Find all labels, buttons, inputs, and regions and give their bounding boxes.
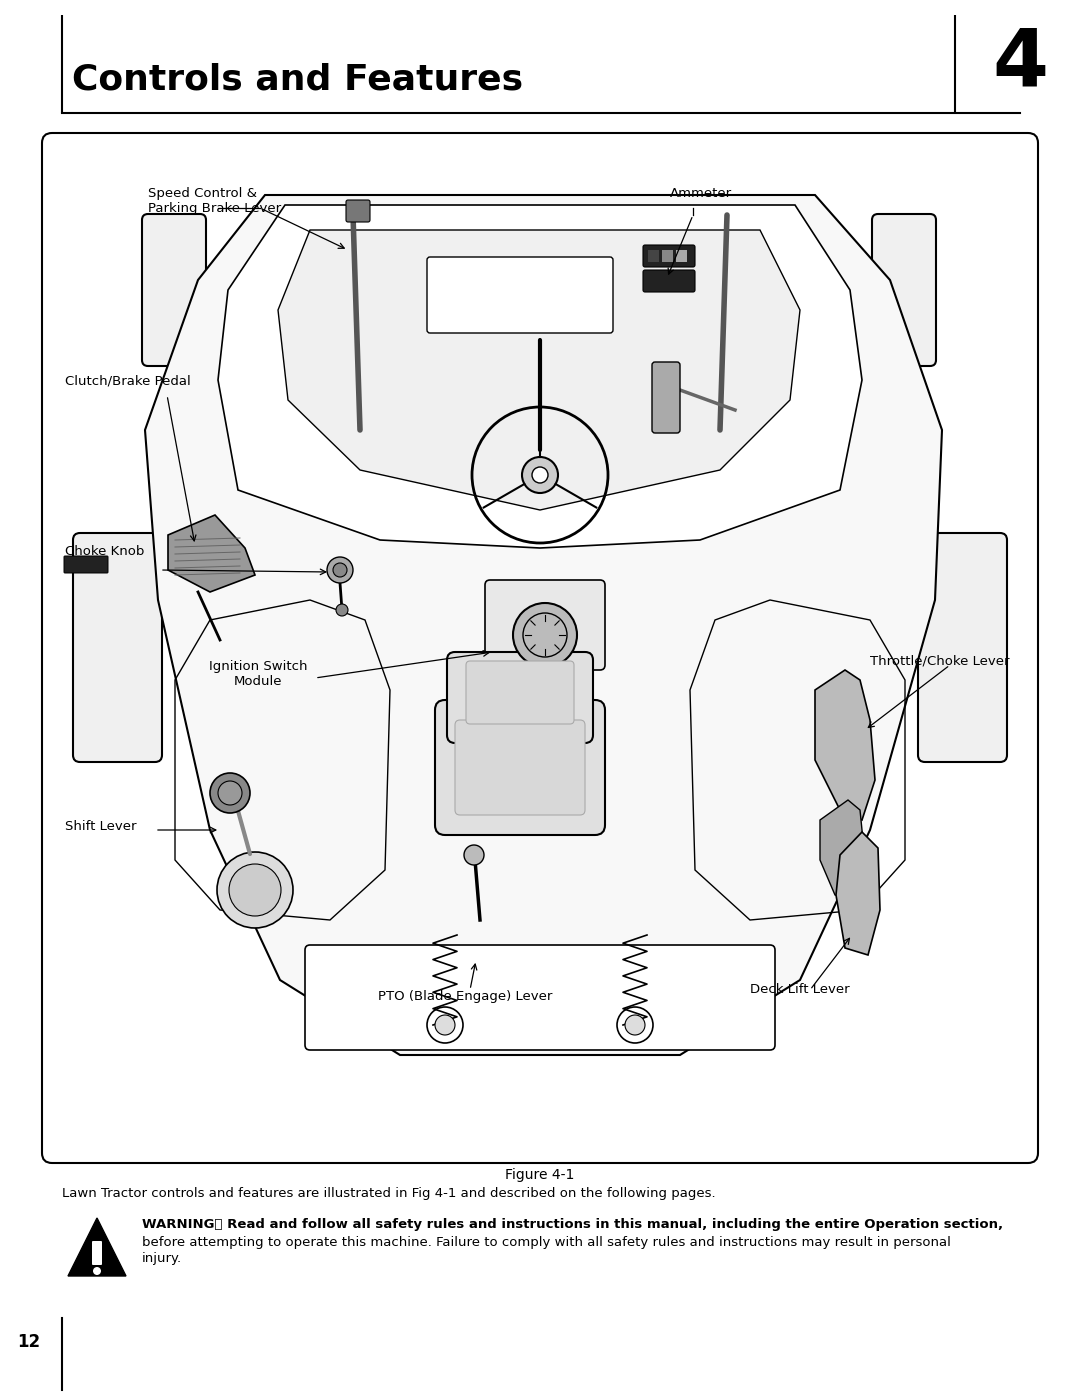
Circle shape (532, 467, 548, 483)
Circle shape (333, 563, 347, 577)
Text: Shift Lever: Shift Lever (65, 820, 136, 833)
FancyBboxPatch shape (346, 200, 370, 222)
FancyBboxPatch shape (435, 700, 605, 835)
Circle shape (522, 457, 558, 493)
FancyBboxPatch shape (447, 652, 593, 743)
Circle shape (327, 557, 353, 583)
FancyBboxPatch shape (643, 270, 696, 292)
PathPatch shape (145, 196, 942, 1055)
Text: Clutch/Brake Pedal: Clutch/Brake Pedal (65, 374, 191, 388)
FancyBboxPatch shape (648, 250, 659, 263)
FancyBboxPatch shape (652, 362, 680, 433)
Text: 4: 4 (993, 25, 1048, 103)
Circle shape (229, 863, 281, 916)
FancyBboxPatch shape (64, 556, 108, 573)
FancyBboxPatch shape (643, 244, 696, 267)
Polygon shape (836, 833, 880, 956)
Text: WARNINGⓘ Read and follow all safety rules and instructions in this manual, inclu: WARNINGⓘ Read and follow all safety rule… (141, 1218, 1003, 1231)
Text: Choke Knob: Choke Knob (65, 545, 145, 557)
FancyBboxPatch shape (676, 250, 687, 263)
Circle shape (93, 1267, 102, 1275)
FancyBboxPatch shape (92, 1241, 102, 1266)
Polygon shape (168, 515, 255, 592)
Text: Ammeter: Ammeter (670, 187, 732, 200)
FancyBboxPatch shape (455, 719, 585, 814)
Circle shape (210, 773, 249, 813)
Text: Controls and Features: Controls and Features (72, 63, 523, 96)
Text: Speed Control &
Parking Brake Lever: Speed Control & Parking Brake Lever (148, 187, 281, 215)
Circle shape (625, 1016, 645, 1035)
FancyBboxPatch shape (73, 534, 162, 761)
FancyBboxPatch shape (305, 944, 775, 1051)
Text: injury.: injury. (141, 1252, 183, 1266)
FancyBboxPatch shape (465, 661, 573, 724)
FancyBboxPatch shape (141, 214, 206, 366)
Text: before attempting to operate this machine. Failure to comply with all safety rul: before attempting to operate this machin… (141, 1236, 950, 1249)
FancyBboxPatch shape (872, 214, 936, 366)
Text: Ignition Switch
Module: Ignition Switch Module (208, 659, 307, 687)
Polygon shape (68, 1218, 126, 1275)
Circle shape (435, 1016, 455, 1035)
Text: 12: 12 (17, 1333, 40, 1351)
Text: Deck Lift Lever: Deck Lift Lever (750, 983, 850, 996)
Text: PTO (Blade Engage) Lever: PTO (Blade Engage) Lever (378, 990, 552, 1003)
FancyBboxPatch shape (662, 250, 673, 263)
FancyBboxPatch shape (918, 534, 1007, 761)
PathPatch shape (218, 205, 862, 548)
Text: Throttle/Choke Lever: Throttle/Choke Lever (870, 655, 1010, 668)
FancyBboxPatch shape (427, 257, 613, 332)
Circle shape (336, 604, 348, 616)
Polygon shape (815, 671, 875, 820)
FancyBboxPatch shape (42, 133, 1038, 1162)
Circle shape (218, 781, 242, 805)
Polygon shape (820, 800, 865, 900)
Circle shape (513, 604, 577, 666)
Circle shape (217, 852, 293, 928)
Text: Lawn Tractor controls and features are illustrated in Fig 4-1 and described on t: Lawn Tractor controls and features are i… (62, 1187, 716, 1200)
Text: Figure 4-1: Figure 4-1 (505, 1168, 575, 1182)
PathPatch shape (278, 231, 800, 510)
FancyBboxPatch shape (485, 580, 605, 671)
Circle shape (464, 845, 484, 865)
